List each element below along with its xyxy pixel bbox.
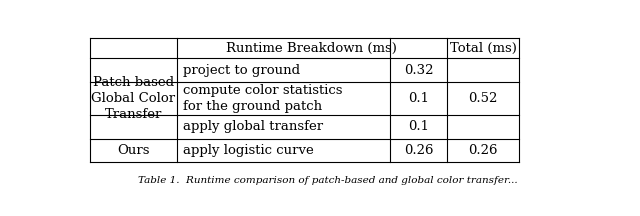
Text: Runtime Breakdown (ms): Runtime Breakdown (ms) (227, 41, 397, 54)
Text: 0.32: 0.32 (404, 64, 433, 77)
Text: Total (ms): Total (ms) (449, 41, 516, 54)
Text: Ours: Ours (117, 144, 150, 157)
Text: 0.26: 0.26 (404, 144, 433, 157)
Text: Table 1.  Runtime comparison of patch-based and global color transfer...: Table 1. Runtime comparison of patch-bas… (138, 176, 518, 185)
Text: Patch based
Global Color
Transfer: Patch based Global Color Transfer (92, 76, 175, 121)
Text: 0.1: 0.1 (408, 92, 429, 105)
Text: 0.1: 0.1 (408, 120, 429, 133)
Text: compute color statistics
for the ground patch: compute color statistics for the ground … (182, 84, 342, 113)
Text: project to ground: project to ground (182, 64, 300, 77)
Text: apply global transfer: apply global transfer (182, 120, 323, 133)
Text: apply logistic curve: apply logistic curve (182, 144, 314, 157)
Text: 0.26: 0.26 (468, 144, 498, 157)
Text: 0.52: 0.52 (468, 92, 498, 105)
